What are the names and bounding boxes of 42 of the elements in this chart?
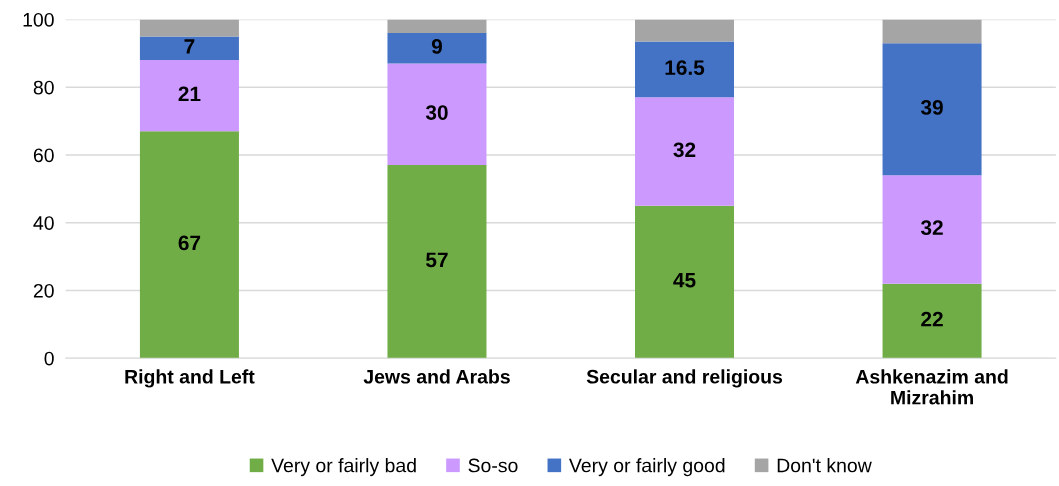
- bar: [387, 32, 487, 64]
- bar: [635, 97, 735, 206]
- y-tick-label: 60: [33, 148, 54, 163]
- bar: [882, 175, 982, 284]
- data-label: 16.5: [665, 60, 705, 75]
- y-tick-label: 0: [44, 351, 54, 366]
- data-label: 32: [673, 142, 696, 158]
- bar: [387, 19, 487, 33]
- legend-label: So-so: [468, 458, 518, 473]
- data-label: 21: [178, 86, 201, 102]
- data-label: 32: [920, 220, 943, 236]
- x-tick-label: Right and Left: [125, 369, 255, 388]
- bar: [387, 165, 487, 359]
- data-label: 57: [426, 252, 448, 268]
- y-tick-label: 100: [23, 12, 54, 27]
- bar: [882, 283, 982, 359]
- bar: [139, 19, 239, 37]
- data-label: 39: [920, 100, 943, 115]
- y-tick-label: 40: [33, 216, 54, 230]
- bar: [139, 60, 239, 132]
- legend-label: Very or fairly good: [569, 458, 725, 477]
- bar: [635, 41, 735, 98]
- data-label: 67: [178, 235, 201, 251]
- x-tick-label: Jews and Arabs: [363, 369, 510, 384]
- y-tick-label: 20: [33, 283, 54, 298]
- data-label: 30: [425, 105, 448, 120]
- data-label: 22: [921, 311, 943, 327]
- bar: [882, 43, 982, 176]
- bar: [635, 19, 735, 42]
- bar: [387, 63, 487, 166]
- bar: [139, 36, 239, 61]
- bar: [139, 131, 239, 359]
- bar: [882, 19, 982, 44]
- bar: [635, 205, 735, 359]
- x-tick-label: Secular and religious: [586, 369, 783, 388]
- y-tick-label: 80: [33, 80, 54, 95]
- data-label: 45: [673, 273, 696, 288]
- data-label: 7: [184, 39, 195, 54]
- x-tick-label: Ashkenazim and Mizrahim: [855, 369, 1008, 405]
- data-label: 9: [431, 39, 442, 54]
- legend-label: Very or fairly bad: [271, 458, 416, 477]
- legend-label: Don't know: [777, 458, 872, 473]
